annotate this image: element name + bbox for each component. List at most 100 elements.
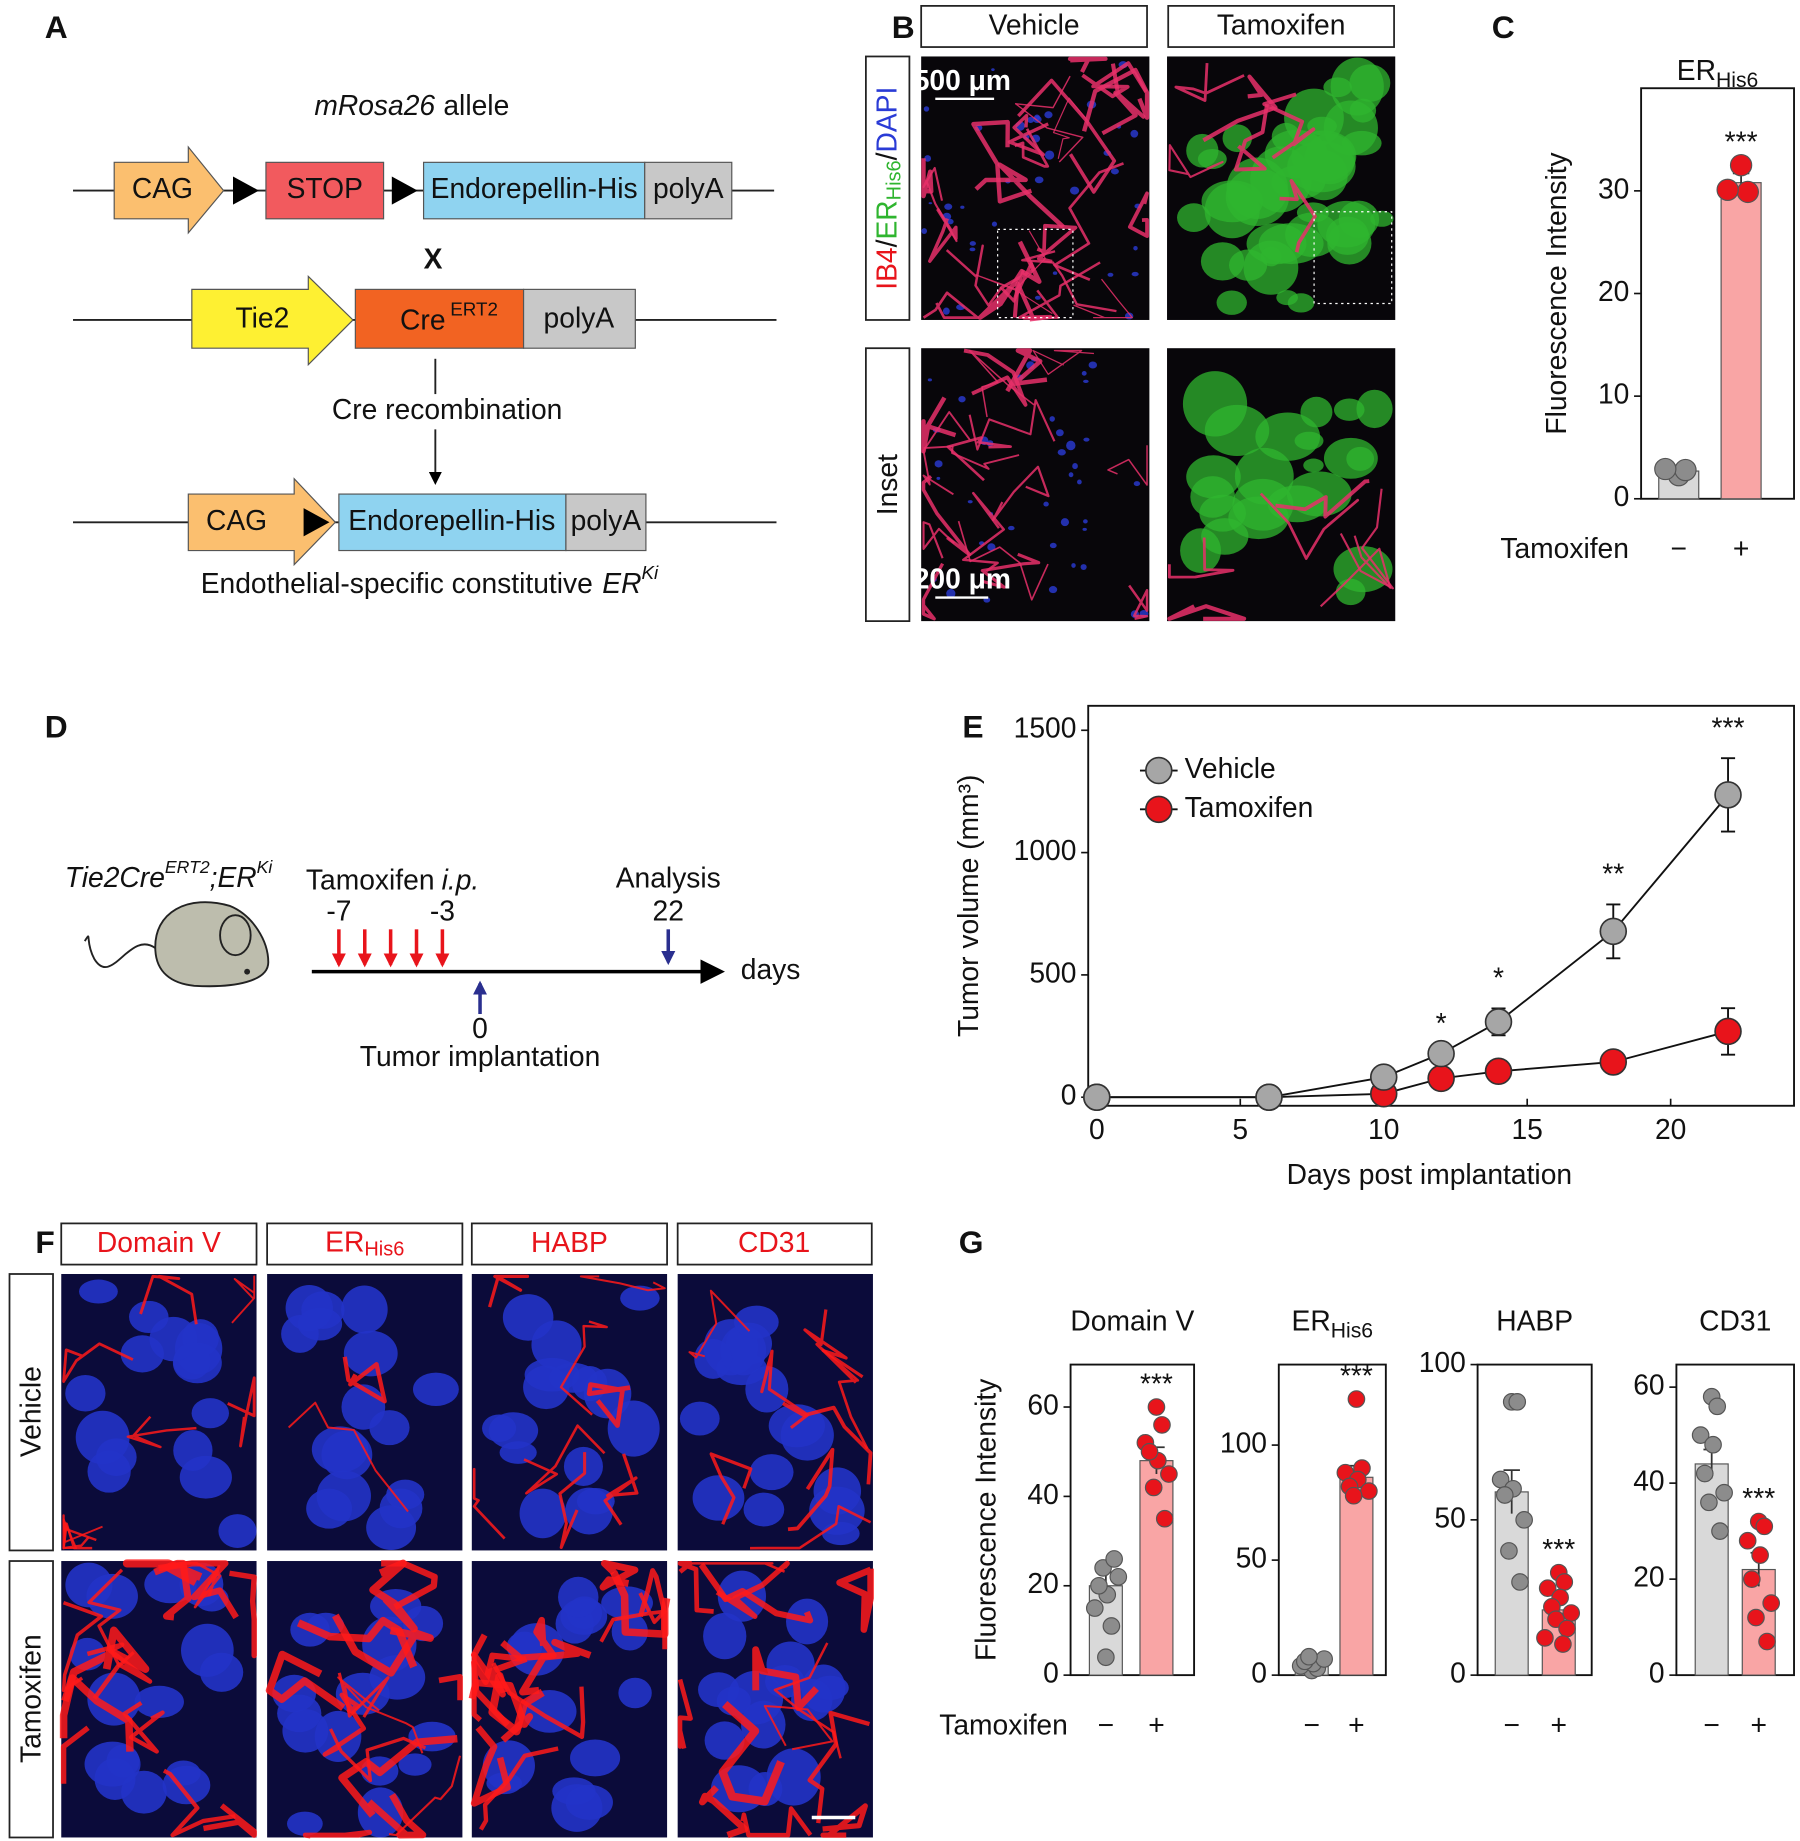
texture-blob — [607, 1400, 660, 1457]
analysis-label: Analysis — [616, 861, 721, 893]
texture-strand — [1032, 349, 1095, 375]
panel-d: D Tie2CreERT2;ERKi Tamoxifen i.p. -7 -3 d… — [45, 709, 801, 1072]
data-point — [1140, 1442, 1159, 1461]
panel-label: E — [962, 709, 983, 745]
caption-italic: ER — [602, 567, 641, 599]
data-point — [1715, 1483, 1733, 1502]
texture-strand — [265, 1650, 346, 1711]
data-point — [1729, 154, 1753, 177]
texture-blob — [173, 1429, 213, 1471]
texture-blob — [87, 1450, 131, 1493]
texture-blob — [366, 1505, 417, 1550]
y-tick-label: 0 — [1450, 1657, 1466, 1689]
texture-blob — [181, 1623, 234, 1677]
texture-blob — [277, 1694, 322, 1733]
data-point — [1344, 1486, 1363, 1505]
data-point — [1704, 1435, 1722, 1454]
row-header: Inset — [871, 454, 903, 515]
chart: G Domain V Fluorescence Intensity 0 20 40 60 Ta… — [939, 1224, 1196, 1740]
y-axis-label: Fluorescence Intensity — [970, 1378, 1002, 1661]
texture-strand — [1259, 492, 1360, 560]
texture-blob — [813, 1467, 862, 1515]
micrograph — [921, 348, 1150, 622]
treatment-route: i.p. — [442, 864, 480, 896]
texture-blob — [570, 1739, 621, 1777]
chart-title: HABP — [1496, 1305, 1573, 1337]
stain-dapi: DAPI — [871, 87, 903, 153]
data-point — [1360, 1482, 1378, 1500]
data-point — [1347, 1390, 1366, 1408]
texture-blob — [944, 203, 953, 210]
plot-frame — [1640, 87, 1795, 500]
texture-strand — [332, 1613, 434, 1677]
texture-blob — [1177, 203, 1211, 232]
data-point — [1515, 1511, 1533, 1529]
series-line — [1096, 1030, 1729, 1099]
texture-blob — [928, 202, 933, 205]
y-tick-label: 40 — [1633, 1465, 1664, 1497]
texture-strand — [62, 1342, 134, 1383]
texture-blob — [519, 1488, 566, 1539]
texture-strand — [1101, 63, 1146, 136]
row-header: Tamoxifen — [14, 1634, 46, 1763]
texture-strand — [921, 396, 957, 454]
texture-blob — [1034, 176, 1044, 184]
data-point — [1147, 1398, 1166, 1416]
texture-strand — [688, 1289, 751, 1359]
plot-frame — [1087, 704, 1795, 1107]
texture-blob — [734, 1305, 779, 1339]
texture-strand — [750, 1505, 872, 1550]
texture-blob — [75, 1410, 130, 1465]
bar — [1339, 1476, 1374, 1676]
texture-strand — [760, 1349, 810, 1430]
chart: ERHis6 0 50 100 − + *** — [1220, 1305, 1387, 1740]
texture-strand — [1014, 128, 1050, 168]
loxp — [303, 508, 330, 537]
texture-blob — [1080, 564, 1087, 570]
texture-strand — [296, 1616, 418, 1669]
chart: E Tumor volume (mm³) 0 500 1000 1500 0 5 10 15 20 D… — [952, 704, 1795, 1190]
texture-blob — [1225, 167, 1290, 226]
column-header-box — [470, 1222, 668, 1266]
texture-blob — [1034, 295, 1041, 300]
bar — [1720, 182, 1762, 500]
texture-blob — [1027, 116, 1035, 124]
significance: * — [1493, 962, 1504, 994]
texture-blob — [749, 1454, 794, 1491]
texture-blob — [1335, 578, 1366, 606]
texture-blob — [745, 1366, 789, 1413]
texture-strand — [1073, 278, 1133, 319]
legend-label: Tamoxifen — [1185, 791, 1314, 823]
texture-blob — [281, 1315, 319, 1353]
allele-word: allele — [443, 90, 509, 122]
significance: *** — [1742, 1482, 1775, 1514]
genotype-superscript: Ki — [257, 857, 274, 877]
x-axis-label: Tamoxifen — [939, 1708, 1068, 1740]
texture-strand — [472, 1467, 506, 1540]
data-point — [1674, 458, 1697, 482]
texture-blob — [1133, 245, 1138, 251]
texture-strand — [922, 291, 979, 319]
data-point — [1695, 1464, 1714, 1483]
texture-strand — [921, 562, 945, 621]
element-label: CAG — [132, 172, 193, 204]
texture-strand — [752, 1646, 819, 1712]
texture-strand — [1167, 537, 1235, 579]
y-tick-label: 50 — [1434, 1501, 1465, 1533]
significance: *** — [1712, 711, 1745, 743]
texture-blob — [967, 500, 973, 504]
texture-strand — [1036, 223, 1078, 264]
texture-blob — [565, 1487, 613, 1535]
column-header: Vehicle — [989, 9, 1080, 41]
y-tick-label: 100 — [1220, 1427, 1267, 1459]
texture-strand — [59, 1674, 134, 1752]
element-label: Cre ERT2 — [400, 299, 498, 336]
column-header: HABP — [531, 1226, 608, 1258]
panel-b: B Vehicle Tamoxifen IB4/ERHis6/DAPI Inse… — [865, 4, 1396, 622]
texture-strand — [162, 1768, 236, 1838]
texture-strand — [487, 1274, 530, 1308]
data-point — [1511, 1573, 1529, 1591]
texture-blob — [1069, 186, 1080, 195]
texture-blob — [1199, 494, 1246, 532]
data-point — [1558, 1619, 1576, 1638]
